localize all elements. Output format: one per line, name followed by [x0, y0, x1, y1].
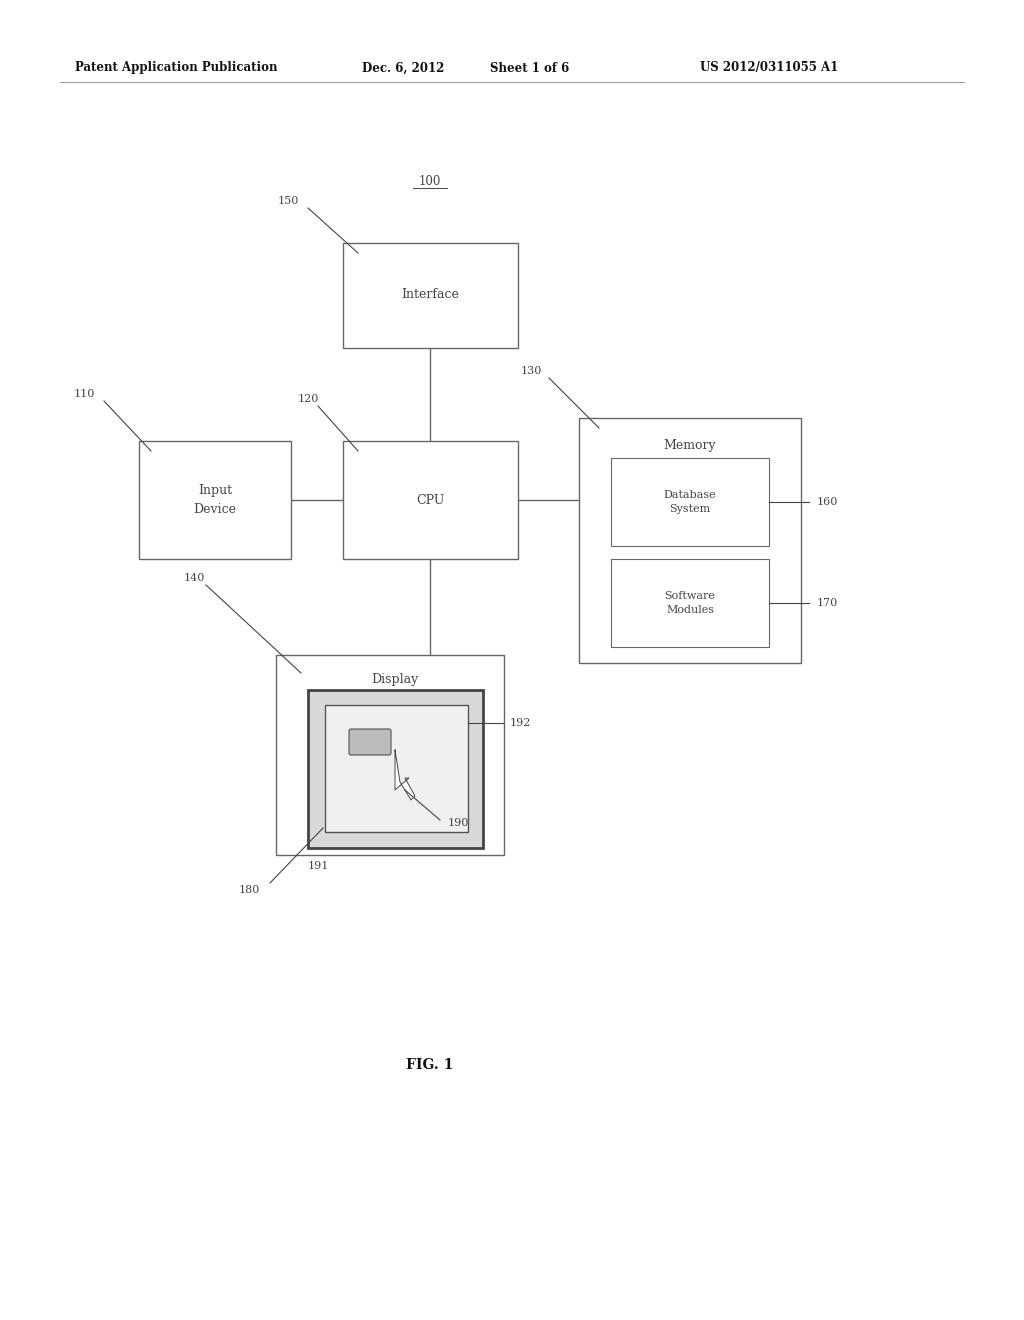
Bar	[611, 458, 769, 546]
Text: 140: 140	[183, 573, 205, 583]
Text: Display: Display	[372, 673, 419, 686]
Polygon shape	[395, 750, 415, 800]
Text: Memory: Memory	[664, 440, 717, 453]
Text: 160: 160	[817, 498, 839, 507]
Text: Software
Modules: Software Modules	[665, 591, 716, 615]
Text: 170: 170	[817, 598, 839, 609]
Text: FIG. 1: FIG. 1	[407, 1059, 454, 1072]
Text: US 2012/0311055 A1: US 2012/0311055 A1	[700, 62, 839, 74]
Bar	[579, 417, 801, 663]
Text: 110: 110	[74, 389, 94, 399]
Text: Dec. 6, 2012: Dec. 6, 2012	[362, 62, 444, 74]
Bar	[325, 705, 468, 832]
Text: 180: 180	[239, 884, 260, 895]
Bar	[308, 690, 483, 847]
FancyBboxPatch shape	[349, 729, 391, 755]
Text: CPU: CPU	[416, 494, 444, 507]
Bar	[611, 558, 769, 647]
Text: 190: 190	[449, 818, 469, 828]
Text: 130: 130	[520, 366, 542, 376]
Text: Sheet 1 of 6: Sheet 1 of 6	[490, 62, 569, 74]
Bar	[342, 441, 517, 558]
Text: 100: 100	[419, 176, 441, 187]
Bar	[342, 243, 517, 347]
Text: 150: 150	[278, 195, 299, 206]
Text: 191: 191	[307, 861, 329, 871]
Text: Input
Device: Input Device	[194, 484, 237, 516]
Text: Database
System: Database System	[664, 490, 717, 513]
Bar	[139, 441, 291, 558]
Text: 120: 120	[297, 393, 318, 404]
Text: Interface: Interface	[401, 289, 459, 301]
Text: 192: 192	[510, 718, 531, 729]
Text: Patent Application Publication: Patent Application Publication	[75, 62, 278, 74]
Bar	[276, 655, 504, 855]
